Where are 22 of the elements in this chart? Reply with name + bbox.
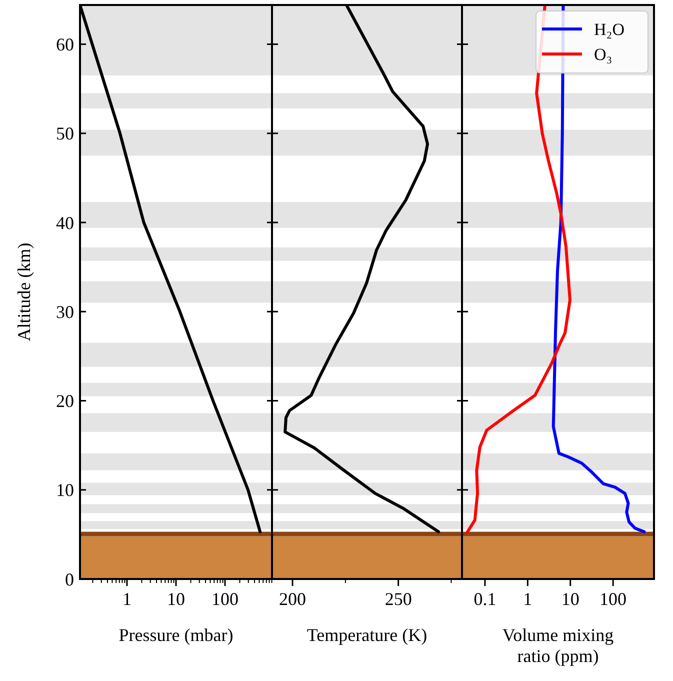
y-tick-label: 50: [56, 124, 74, 144]
y-tick-label: 30: [56, 302, 74, 322]
x-axis-title: Volume mixing ratio (ppm): [502, 625, 614, 666]
legend-label: O₃: [594, 44, 612, 64]
x-tick-label: 1: [122, 589, 132, 609]
x-tick-label: 200: [279, 589, 306, 609]
x-tick-label: 250: [384, 589, 412, 609]
x-axis-title: Pressure (mbar): [118, 625, 234, 645]
y-axis-title: Altitude (km): [14, 242, 34, 342]
y-tick-label: 10: [56, 480, 74, 500]
x-tick-label: 1: [523, 589, 532, 609]
x-tick-label: 100: [600, 589, 627, 609]
x-tick-label: 10: [166, 589, 185, 609]
x-tick-label: 0.1: [474, 589, 496, 609]
y-tick-label: 20: [56, 391, 74, 412]
y-tick-label: 60: [56, 34, 74, 55]
y-tick-label: 40: [56, 212, 74, 233]
x-tick-label: 10: [561, 589, 580, 609]
x-axis-title: Temperature (K): [306, 625, 428, 645]
x-tick-label: 100: [212, 589, 238, 609]
legend-label: H₂O: [594, 20, 624, 39]
y-tick-label: 0: [65, 569, 74, 590]
